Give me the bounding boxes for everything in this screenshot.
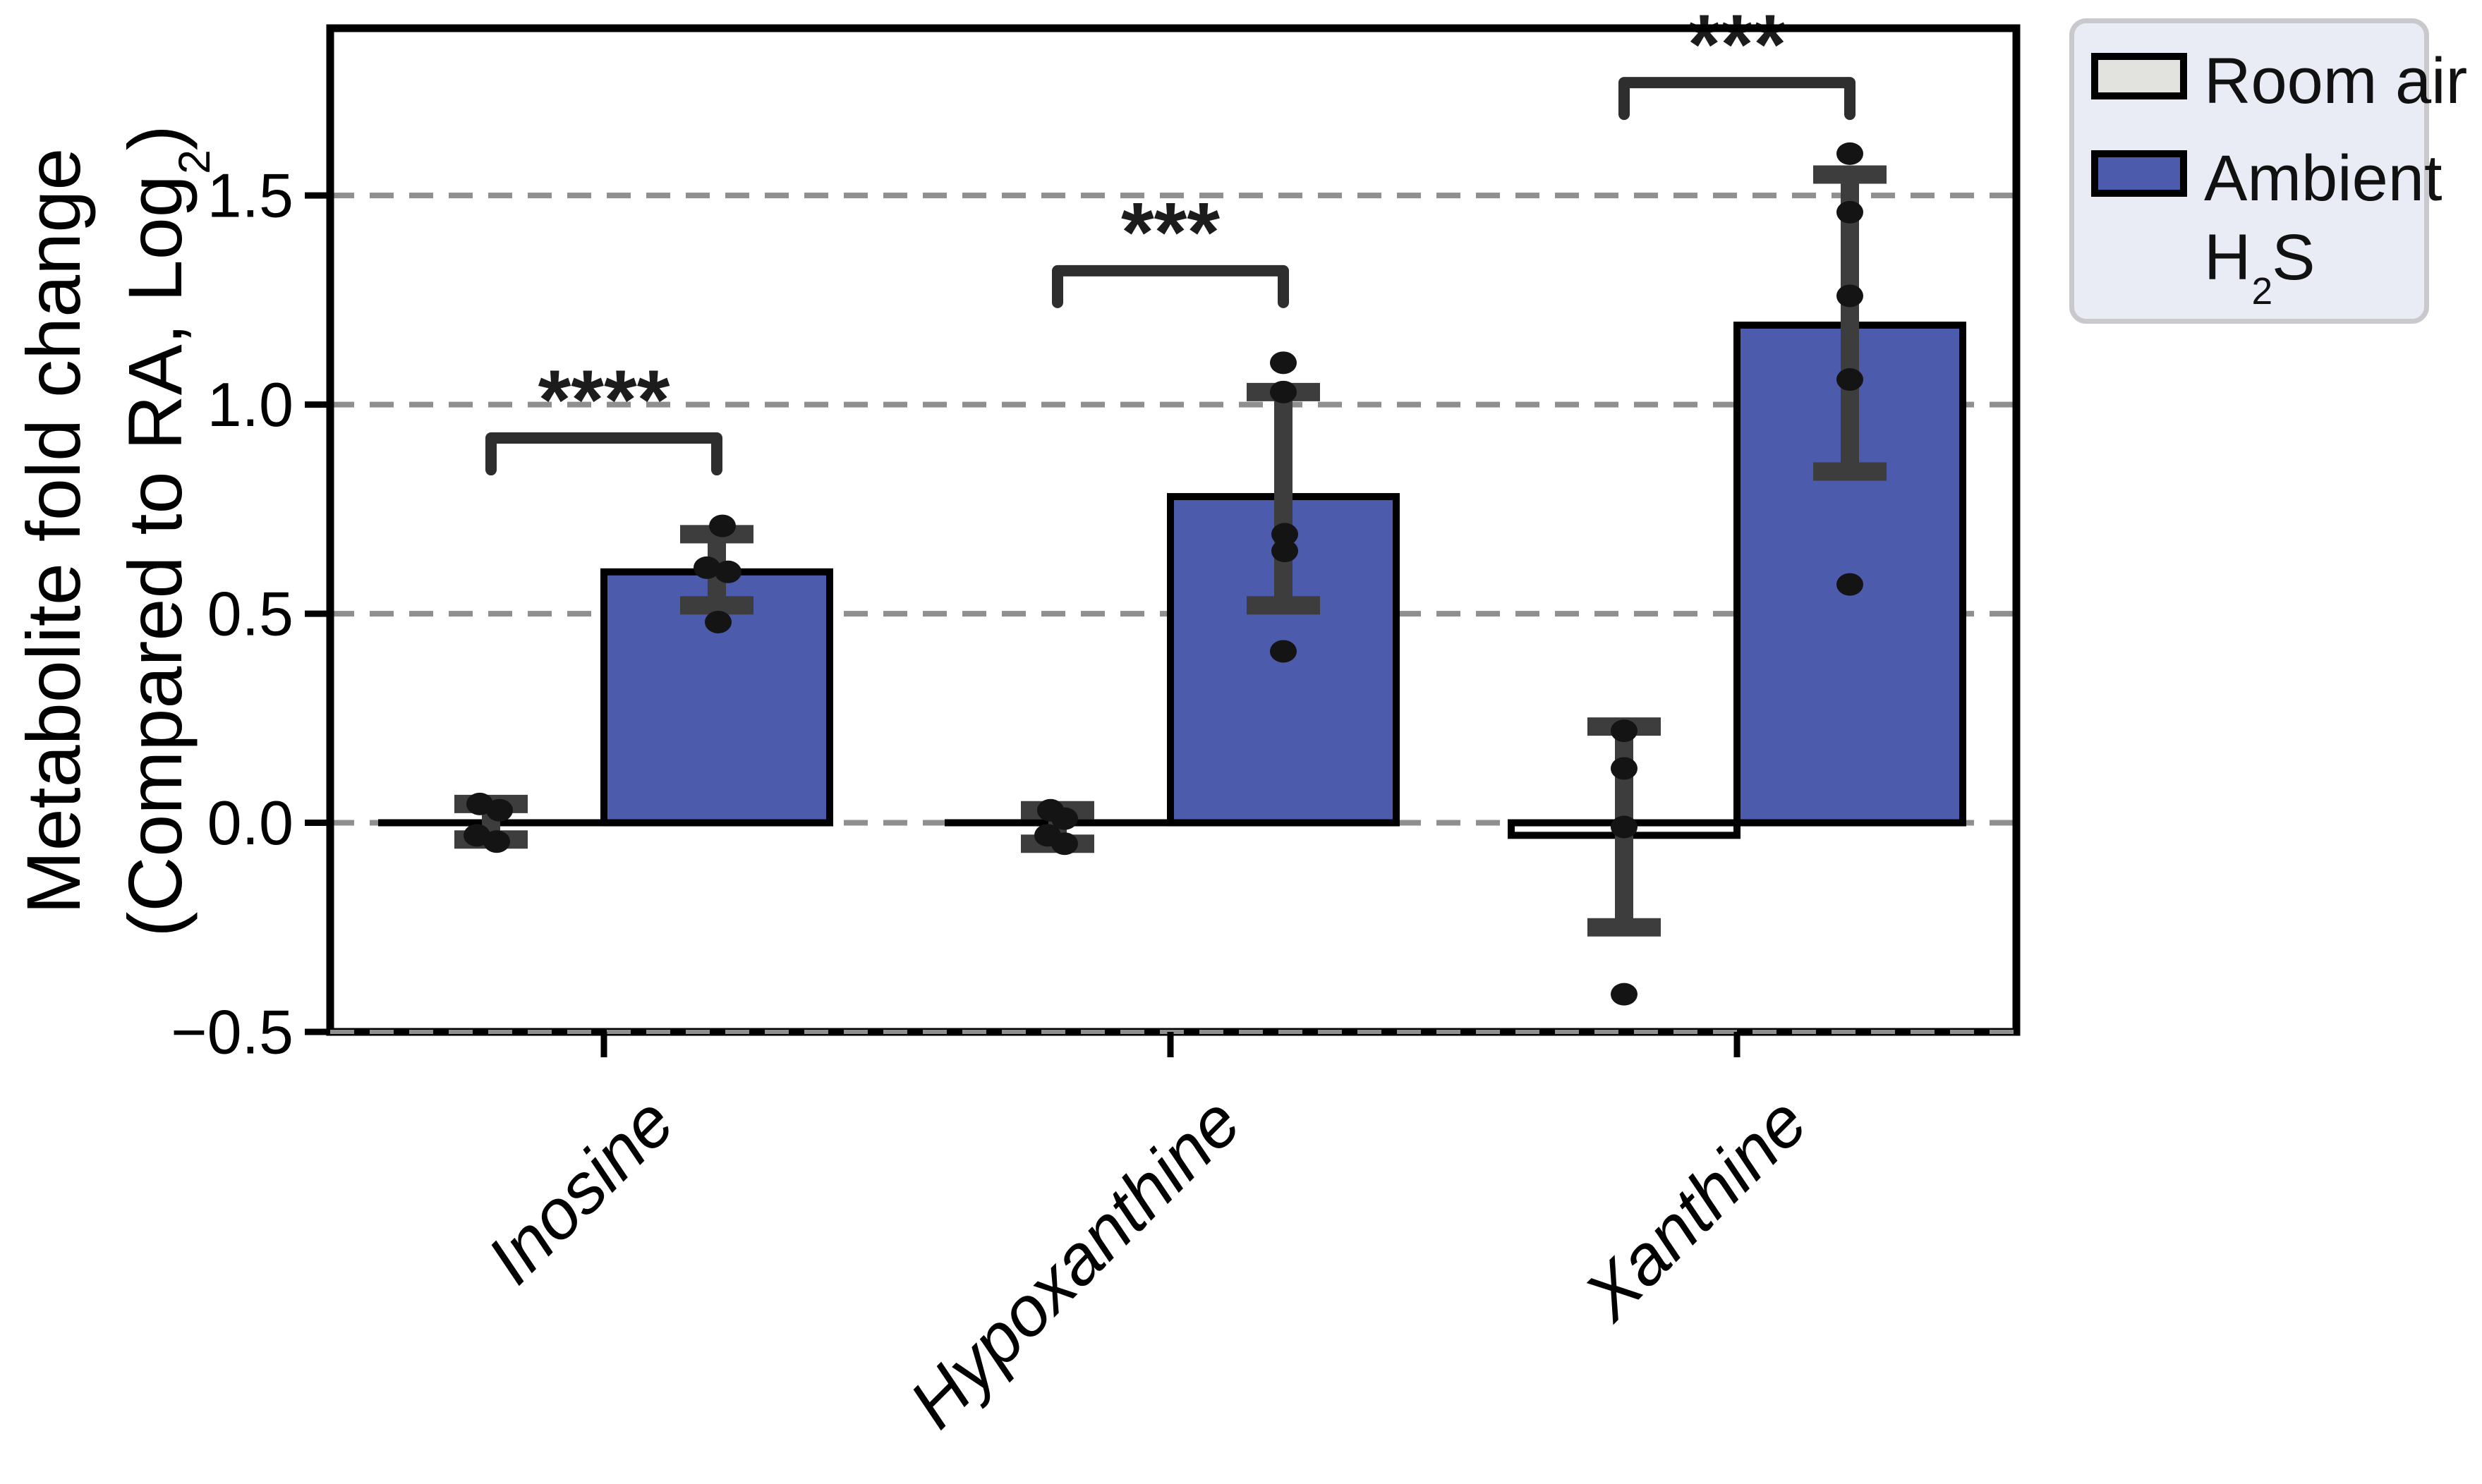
legend-label-room-air: Room air	[2204, 45, 2468, 117]
data-point-ambient-h2s-hypoxanthine	[1270, 640, 1297, 663]
data-point-room-air-xanthine	[1611, 719, 1637, 743]
data-point-room-air-xanthine	[1611, 757, 1637, 780]
data-point-room-air-inosine	[483, 830, 510, 853]
legend-item-ambient-h2s: Ambient H2S	[2091, 139, 2442, 310]
data-point-ambient-h2s-hypoxanthine	[1270, 351, 1297, 375]
data-point-ambient-h2s-inosine	[694, 556, 720, 579]
data-point-ambient-h2s-inosine	[709, 514, 736, 537]
legend-item-room-air: Room air	[2091, 42, 2467, 121]
legend-swatch-ambient-h2s	[2091, 150, 2187, 197]
legend-box: Room air Ambient H2S	[2069, 18, 2467, 324]
significance-bracket-inosine	[485, 432, 722, 476]
significance-bracket-hypoxanthine	[1052, 264, 1289, 308]
data-point-room-air-xanthine	[1611, 815, 1637, 839]
data-point-ambient-h2s-xanthine	[1836, 200, 1863, 224]
x-category-label-hypoxanthine: Hypoxanthine	[895, 1082, 1256, 1443]
data-point-room-air-hypoxanthine	[1051, 807, 1078, 830]
data-point-ambient-h2s-hypoxanthine	[1271, 523, 1298, 546]
significance-stars-inosine: ****	[538, 353, 670, 447]
data-point-ambient-h2s-hypoxanthine	[1271, 540, 1298, 563]
y-tick-label-0.5: 0.5	[207, 579, 293, 649]
x-category-label-inosine: Inosine	[472, 1082, 689, 1298]
x-category-label-xanthine: Xanthine	[1568, 1082, 1822, 1336]
y-tick-label-1.5: 1.5	[207, 161, 293, 231]
y-tick-label--0.5: −0.5	[171, 997, 293, 1067]
data-point-ambient-h2s-hypoxanthine	[1270, 380, 1297, 403]
significance-bracket-xanthine	[1618, 77, 1856, 121]
legend-swatch-room-air	[2091, 53, 2187, 99]
significance-stars-hypoxanthine: ***	[1121, 186, 1220, 280]
data-point-room-air-inosine	[486, 798, 513, 822]
data-point-ambient-h2s-inosine	[705, 610, 732, 633]
data-point-room-air-hypoxanthine	[1051, 832, 1078, 856]
data-point-ambient-h2s-inosine	[715, 560, 741, 583]
data-point-ambient-h2s-xanthine	[1836, 573, 1863, 596]
y-tick-label-1: 1.0	[207, 370, 293, 439]
data-point-room-air-xanthine	[1611, 983, 1637, 1006]
data-point-ambient-h2s-xanthine	[1836, 284, 1863, 308]
y-tick-label-0: 0.0	[207, 788, 293, 858]
data-point-ambient-h2s-xanthine	[1836, 142, 1863, 165]
legend-label-ambient-h2s: Ambient H2S	[2204, 142, 2442, 312]
significance-stars-xanthine: ***	[1688, 0, 1786, 92]
h2s-subscript: 2	[2251, 270, 2273, 312]
data-point-ambient-h2s-xanthine	[1836, 368, 1863, 391]
